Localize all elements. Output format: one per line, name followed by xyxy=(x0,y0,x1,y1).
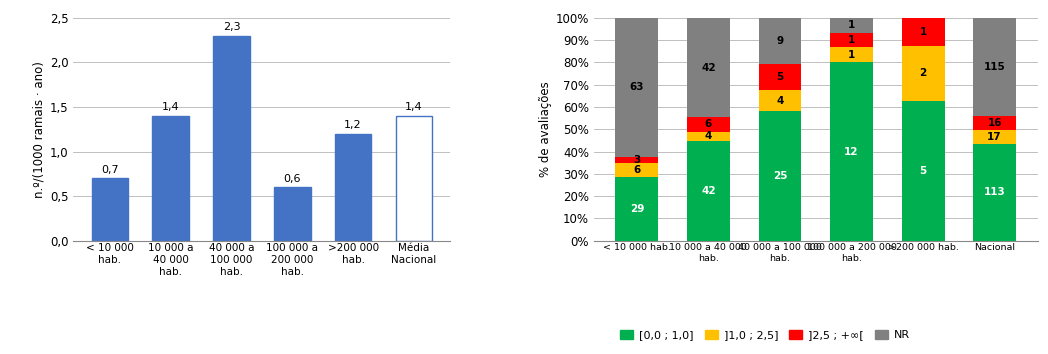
Bar xyxy=(830,47,873,62)
Bar xyxy=(687,117,729,132)
Bar xyxy=(830,62,873,241)
Bar xyxy=(213,35,249,241)
Text: 0,7: 0,7 xyxy=(101,165,118,175)
Text: 5: 5 xyxy=(919,166,926,176)
Text: 25: 25 xyxy=(772,171,787,181)
Bar xyxy=(830,33,873,47)
Text: 1,4: 1,4 xyxy=(406,102,422,112)
Text: 115: 115 xyxy=(984,62,1005,72)
Text: 63: 63 xyxy=(630,82,645,92)
Bar xyxy=(901,18,944,46)
Text: 1,2: 1,2 xyxy=(345,120,362,130)
Text: 12: 12 xyxy=(845,147,858,156)
Text: 1: 1 xyxy=(848,20,855,30)
Text: 17: 17 xyxy=(987,132,1002,142)
Text: 4: 4 xyxy=(777,96,784,106)
Text: 29: 29 xyxy=(630,204,645,214)
Text: 113: 113 xyxy=(984,187,1005,198)
Bar xyxy=(687,18,729,117)
Bar xyxy=(396,116,432,241)
Legend: [0,0 ; 1,0], ]1,0 ; 2,5], ]2,5 ; +∞[, NR: [0,0 ; 1,0], ]1,0 ; 2,5], ]2,5 ; +∞[, NR xyxy=(616,326,914,345)
Text: 42: 42 xyxy=(701,186,716,196)
Bar xyxy=(901,101,944,241)
Bar xyxy=(830,18,873,33)
Bar xyxy=(335,134,371,241)
Text: 0,6: 0,6 xyxy=(284,173,301,184)
Text: 4: 4 xyxy=(704,131,713,141)
Bar xyxy=(759,111,802,241)
Text: 1: 1 xyxy=(919,27,926,36)
Bar xyxy=(974,116,1017,130)
Text: 3: 3 xyxy=(633,155,640,165)
Bar xyxy=(91,178,128,241)
Text: 1: 1 xyxy=(848,50,855,60)
Bar xyxy=(274,187,310,241)
Text: 42: 42 xyxy=(701,63,716,73)
Text: 16: 16 xyxy=(987,118,1002,128)
Bar xyxy=(974,130,1017,144)
Y-axis label: % de avaliações: % de avaliações xyxy=(539,81,551,177)
Bar xyxy=(152,116,189,241)
Text: 1: 1 xyxy=(848,35,855,45)
Bar xyxy=(615,164,658,177)
Y-axis label: n.º/(1000 ramais · ano): n.º/(1000 ramais · ano) xyxy=(32,61,46,198)
Text: 6: 6 xyxy=(633,165,640,175)
Bar xyxy=(615,18,658,157)
Bar xyxy=(974,144,1017,241)
Bar xyxy=(687,141,729,241)
Bar xyxy=(974,18,1017,116)
Bar xyxy=(759,18,802,64)
Bar xyxy=(759,64,802,90)
Text: 2: 2 xyxy=(919,68,926,79)
Bar xyxy=(759,90,802,111)
Bar xyxy=(615,177,658,241)
Text: 1,4: 1,4 xyxy=(161,102,179,112)
Bar xyxy=(901,46,944,101)
Text: 9: 9 xyxy=(777,36,784,46)
Text: 6: 6 xyxy=(705,119,712,130)
Bar xyxy=(687,132,729,141)
Text: 2,3: 2,3 xyxy=(222,22,240,32)
Bar xyxy=(615,157,658,164)
Text: 5: 5 xyxy=(777,72,784,82)
